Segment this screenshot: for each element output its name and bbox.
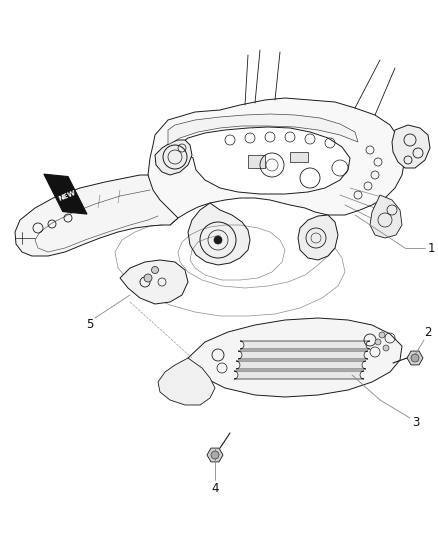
Polygon shape	[158, 358, 215, 405]
Polygon shape	[248, 155, 265, 168]
Circle shape	[214, 236, 222, 244]
Polygon shape	[238, 351, 368, 359]
Text: NEW: NEW	[57, 190, 77, 202]
Polygon shape	[15, 175, 178, 256]
Polygon shape	[120, 260, 188, 304]
Polygon shape	[407, 351, 423, 365]
Polygon shape	[207, 448, 223, 462]
Polygon shape	[188, 203, 250, 265]
Circle shape	[383, 345, 389, 351]
Polygon shape	[298, 215, 338, 260]
Polygon shape	[168, 114, 358, 145]
Polygon shape	[370, 195, 402, 238]
Polygon shape	[290, 152, 308, 162]
Circle shape	[211, 451, 219, 459]
Polygon shape	[234, 371, 364, 379]
Circle shape	[379, 332, 385, 338]
Polygon shape	[155, 140, 192, 175]
Polygon shape	[188, 318, 402, 397]
Polygon shape	[240, 341, 370, 349]
Circle shape	[152, 266, 159, 273]
Circle shape	[145, 275, 151, 281]
Polygon shape	[175, 127, 350, 194]
Text: 2: 2	[424, 326, 432, 338]
Circle shape	[375, 339, 381, 345]
Polygon shape	[392, 125, 430, 168]
Polygon shape	[44, 174, 87, 214]
Text: 4: 4	[211, 481, 219, 495]
Text: 5: 5	[86, 319, 94, 332]
Circle shape	[144, 274, 152, 282]
Polygon shape	[236, 361, 366, 369]
Text: 3: 3	[412, 416, 420, 429]
Circle shape	[411, 354, 419, 362]
Polygon shape	[148, 98, 405, 225]
Text: 1: 1	[427, 241, 435, 254]
